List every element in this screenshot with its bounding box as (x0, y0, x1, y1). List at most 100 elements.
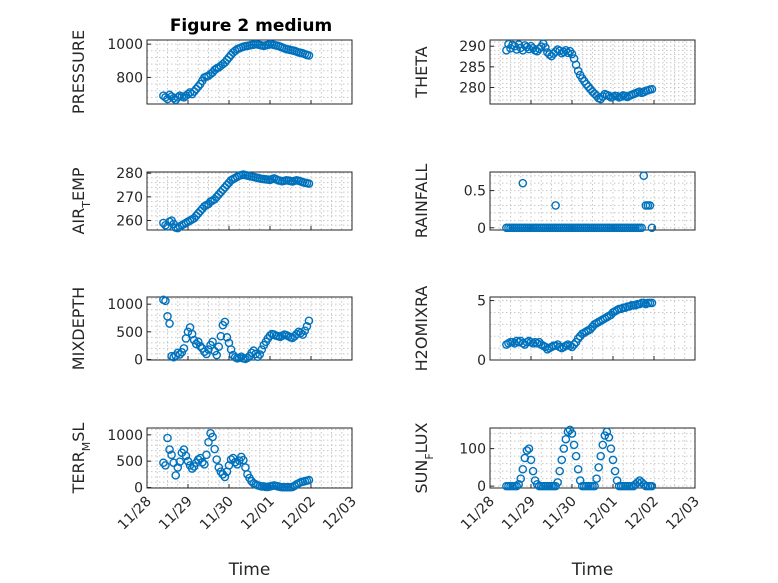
subplot-sunflux: 0 100 11/28 11/29 11/30 12/01 12/02 12/03 SUNFLU… (412, 422, 703, 580)
grid-lines (146, 172, 353, 231)
series-markers (159, 428, 314, 492)
series-markers (159, 39, 314, 105)
data-point (647, 481, 657, 491)
series-markers (159, 295, 314, 364)
data-point (561, 434, 571, 444)
data-point (212, 455, 221, 464)
data-point (187, 89, 197, 99)
y-axis-label: TERRMSL (69, 423, 93, 495)
x-tick-label: 12/02 (622, 494, 662, 534)
data-point (224, 53, 234, 62)
data-point (524, 444, 534, 453)
data-point (512, 45, 521, 54)
x-tick-label: 12/01 (238, 494, 278, 534)
data-point (183, 456, 193, 466)
data-point (193, 337, 203, 347)
axes-border (489, 296, 696, 361)
y-axis-label: PRESSURE (69, 30, 88, 114)
data-point (167, 450, 176, 460)
data-point (189, 87, 199, 96)
data-point (161, 461, 170, 470)
data-point (528, 466, 538, 476)
series-markers (159, 170, 314, 233)
series-markers (502, 39, 657, 104)
data-point (173, 348, 183, 358)
data-point (555, 46, 565, 56)
y-tick-label: 280 (459, 80, 486, 96)
data-point (208, 337, 217, 347)
data-point (300, 326, 310, 336)
data-point (236, 352, 246, 361)
data-point (198, 457, 207, 467)
data-point (210, 444, 219, 454)
data-point (222, 55, 232, 65)
data-point (175, 350, 185, 359)
subplot-pressure: 800 1000 PRESSURE (69, 30, 353, 114)
y-axis-label: RAINFALL (412, 164, 431, 239)
data-point (541, 342, 550, 352)
y-tick-label: 0 (477, 479, 486, 495)
data-point (526, 455, 536, 465)
data-point (606, 444, 616, 453)
x-tick-label: 12/01 (581, 494, 621, 534)
y-tick-label: 1000 (107, 297, 143, 313)
y-axis-label: MIXDEPTH (69, 287, 88, 370)
data-point (165, 445, 174, 454)
data-point (512, 481, 521, 491)
data-point (304, 475, 314, 485)
data-point (195, 341, 205, 351)
data-point (204, 345, 213, 354)
data-point (175, 457, 185, 466)
data-point (596, 451, 606, 461)
y-tick-label: 500 (116, 325, 143, 341)
data-point (230, 457, 240, 467)
data-point (563, 48, 573, 58)
data-point (553, 478, 562, 487)
data-point (563, 427, 573, 437)
data-point (598, 92, 608, 101)
y-axis-label: AIRTEMP (69, 167, 93, 234)
data-point (518, 464, 528, 474)
data-point (173, 93, 183, 102)
data-point (608, 455, 618, 465)
x-tick-label: 11/29 (499, 494, 539, 534)
data-point (590, 481, 599, 491)
y-tick-label: 500 (116, 454, 143, 470)
y-tick-label: 290 (459, 39, 486, 55)
data-point (202, 349, 211, 359)
data-point (253, 352, 263, 361)
data-point (573, 66, 583, 76)
data-point (639, 171, 649, 181)
data-point (596, 94, 606, 104)
data-point (518, 178, 528, 188)
data-point (573, 464, 583, 474)
subplot-airtemp: 260 270 280 AIRTEMP (69, 166, 353, 235)
x-tick-label: 11/29 (156, 494, 196, 534)
figure-title: Figure 2 medium (170, 16, 332, 36)
subplot-theta: 280 285 290 THETA (412, 39, 696, 105)
data-point (208, 432, 217, 442)
data-point (592, 474, 601, 483)
data-point (567, 429, 577, 438)
y-tick-label: 0 (477, 353, 486, 369)
y-axis-label: SUNFLUX (412, 422, 436, 493)
data-point (514, 479, 524, 489)
data-point (645, 201, 655, 210)
data-point (222, 333, 232, 342)
data-point (582, 79, 591, 89)
axes-border (146, 39, 353, 105)
data-point (257, 345, 267, 354)
y-tick-label: 1000 (107, 37, 143, 53)
x-tick-label: 12/03 (663, 494, 703, 534)
data-point (610, 466, 620, 476)
x-tick-label: 11/28 (458, 494, 498, 534)
data-point (555, 466, 565, 476)
y-tick-label: 0 (134, 480, 143, 496)
grid-lines (146, 40, 353, 105)
subplot-terrmsl: 0 500 1000 11/28 11/29 11/30 12/01 12/02 12/03 TE… (69, 423, 360, 580)
data-point (304, 179, 314, 188)
data-point (165, 319, 174, 328)
data-point (181, 451, 191, 461)
data-point (534, 44, 544, 53)
